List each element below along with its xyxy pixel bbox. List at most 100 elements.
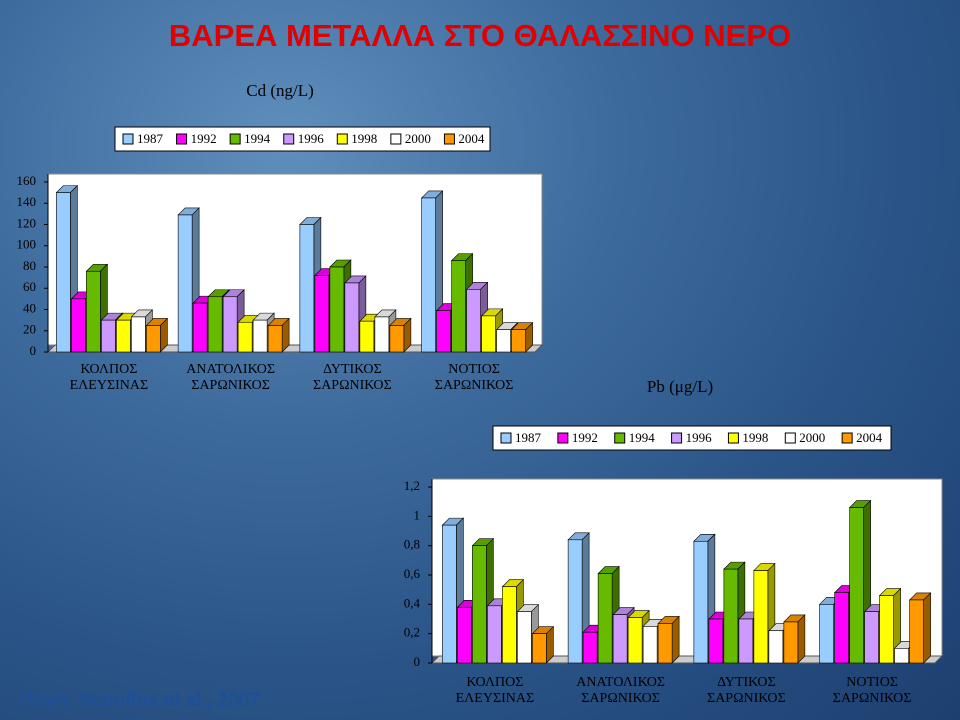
bar <box>466 289 481 353</box>
bar <box>567 539 583 664</box>
bar <box>532 633 547 664</box>
bar <box>708 618 724 664</box>
legend-label: 2004 <box>458 131 485 146</box>
bar <box>451 260 466 353</box>
bar-side <box>671 615 680 664</box>
bar-side <box>797 614 806 664</box>
legend-label: 2000 <box>405 131 431 146</box>
x-tick-label: ΑΝΑΤΟΛΙΚΟΣ ΣΑΡΩΝΙΚΟΣ <box>576 675 665 706</box>
legend-swatch <box>557 432 569 444</box>
bar <box>374 316 390 353</box>
x-tick-label: ΚΟΛΠΟΣ ΕΛΕΥΣΙΝΑΣ <box>455 675 535 706</box>
y-tick-label: 60 <box>23 279 36 294</box>
bar <box>693 540 709 664</box>
bar <box>71 298 86 353</box>
y-tick-label: 80 <box>23 258 36 273</box>
y-tick-label: 1 <box>414 507 421 522</box>
legend-label: 1994 <box>244 131 271 146</box>
y-tick-label: 0,2 <box>404 625 420 640</box>
bar <box>657 623 673 664</box>
bar <box>768 630 784 664</box>
bar <box>222 296 238 353</box>
legend-label: 1992 <box>191 131 217 146</box>
legend-label: 1996 <box>686 430 713 445</box>
bar <box>894 648 909 664</box>
x-tick-label: ΔΥΤΙΚΟΣ ΣΑΡΩΝΙΚΟΣ <box>313 362 392 393</box>
legend-swatch <box>614 432 626 444</box>
y-tick-label: 0,6 <box>404 566 421 581</box>
bar <box>849 507 864 664</box>
x-tick-label: ΑΝΑΤΟΛΙΚΟΣ ΣΑΡΩΝΙΚΟΣ <box>186 362 275 393</box>
bar <box>329 266 345 353</box>
legend-label: 1994 <box>629 430 656 445</box>
legend-swatch <box>122 133 134 145</box>
bar <box>207 296 223 353</box>
x-tick-label: ΚΟΛΠΟΣ ΕΛΕΥΣΙΝΑΣ <box>69 362 149 393</box>
bar <box>192 302 208 353</box>
legend-label: 1992 <box>572 430 598 445</box>
y-tick-label: 160 <box>17 173 37 188</box>
y-tick-label: 40 <box>23 300 36 315</box>
bar <box>314 275 330 353</box>
bar <box>487 605 502 664</box>
legend-swatch <box>784 432 796 444</box>
legend-swatch <box>176 133 188 145</box>
bar <box>101 319 116 353</box>
bar <box>819 604 834 664</box>
bar <box>864 611 879 664</box>
legend-swatch <box>336 133 348 145</box>
bar <box>146 325 161 353</box>
y-tick-label: 1,2 <box>404 478 420 493</box>
bar <box>389 325 405 353</box>
bar <box>472 545 487 664</box>
legend-swatch <box>727 432 739 444</box>
bar <box>834 592 849 664</box>
bar <box>517 611 532 664</box>
bar <box>436 310 451 353</box>
bar <box>597 573 613 664</box>
bar <box>783 621 799 664</box>
source-note: Πηγή: Scoullos et al., 2007 <box>20 690 260 711</box>
legend-swatch <box>500 432 512 444</box>
bar <box>612 614 628 664</box>
chart-title: Pb (μg/L) <box>647 377 713 396</box>
y-tick-label: 140 <box>17 194 37 209</box>
bar <box>344 282 360 353</box>
bar <box>642 626 658 664</box>
legend-swatch <box>671 432 683 444</box>
y-tick-label: 100 <box>17 237 37 252</box>
legend-label: 1998 <box>351 131 377 146</box>
legend-swatch <box>283 133 295 145</box>
x-tick-label: ΔΥΤΙΚΟΣ ΣΑΡΩΝΙΚΟΣ <box>707 675 786 706</box>
legend-label: 2000 <box>799 430 825 445</box>
legend-swatch <box>841 432 853 444</box>
bar <box>496 329 511 353</box>
x-tick-label: ΝΟΤΙΟΣ ΣΑΡΩΝΙΚΟΣ <box>832 675 912 706</box>
bar <box>502 586 517 664</box>
bar <box>457 606 472 664</box>
bar <box>177 214 193 353</box>
bar <box>738 618 754 664</box>
bar <box>753 570 769 664</box>
y-tick-label: 0 <box>414 654 421 669</box>
legend-label: 1996 <box>298 131 325 146</box>
bar <box>252 319 268 353</box>
y-tick-label: 120 <box>17 215 37 230</box>
legend-swatch <box>229 133 241 145</box>
bar-side <box>923 592 931 664</box>
bar <box>116 319 131 353</box>
chart-title: Cd (ng/L) <box>246 81 314 100</box>
bar <box>723 568 739 664</box>
legend-label: 1998 <box>742 430 768 445</box>
bar <box>879 595 894 664</box>
legend-label: 1987 <box>137 131 164 146</box>
bar <box>131 316 146 353</box>
legend-label: 1987 <box>515 430 542 445</box>
bar <box>909 599 924 664</box>
x-tick-label: ΝΟΤΙΟΣ ΣΑΡΩΝΙΚΟΣ <box>434 362 514 393</box>
y-tick-label: 0,4 <box>404 595 421 610</box>
bar <box>237 321 253 353</box>
legend-swatch <box>390 133 402 145</box>
